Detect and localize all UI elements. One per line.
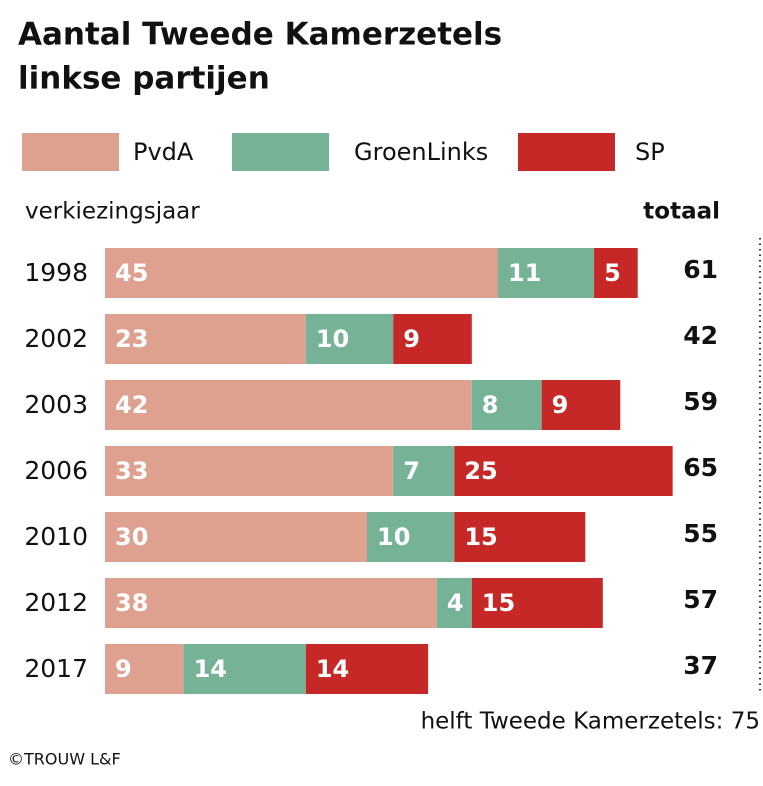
bar-segment xyxy=(436,578,472,628)
y-axis-title: verkiezingsjaar xyxy=(25,199,200,225)
value-label: 4 xyxy=(447,589,464,617)
value-label: 45 xyxy=(115,259,148,287)
bar-segment xyxy=(471,578,603,628)
value-label: 14 xyxy=(194,655,227,683)
value-label: 30 xyxy=(115,523,148,551)
total-label: 65 xyxy=(683,453,718,482)
bar-segment xyxy=(594,248,638,298)
total-label: 55 xyxy=(683,519,718,548)
value-label: 15 xyxy=(464,523,497,551)
value-label: 33 xyxy=(115,457,148,485)
y-tick-label: 2012 xyxy=(24,588,88,617)
bar-segment xyxy=(393,314,472,364)
value-label: 15 xyxy=(482,589,515,617)
y-tick-label: 2002 xyxy=(24,324,88,353)
total-label: 42 xyxy=(683,321,718,350)
y-tick-label: 2017 xyxy=(24,654,88,683)
value-label: 9 xyxy=(115,655,132,683)
value-label: 7 xyxy=(403,457,420,485)
legend-swatch xyxy=(518,133,615,171)
source: ©TROUW L&F xyxy=(8,750,121,769)
bar-segment xyxy=(471,380,542,430)
bar-segment xyxy=(305,644,429,694)
bar-segment xyxy=(367,512,455,562)
bar-segment xyxy=(454,446,673,496)
legend-label: PvdA xyxy=(133,138,194,166)
value-label: 8 xyxy=(482,391,499,419)
y-tick-label: 2003 xyxy=(24,390,88,419)
bar-segment xyxy=(498,248,595,298)
bar-segment xyxy=(105,512,367,562)
bar-segment xyxy=(393,446,455,496)
value-label: 25 xyxy=(464,457,497,485)
bar-segment xyxy=(454,512,586,562)
bar-segment xyxy=(541,380,621,430)
legend-label: GroenLinks xyxy=(354,138,488,166)
legend-swatch xyxy=(22,133,119,171)
value-label: 9 xyxy=(552,391,569,419)
bar-segment xyxy=(305,314,394,364)
bar-segment xyxy=(105,380,472,430)
legend-swatch xyxy=(232,133,329,171)
bar-segment xyxy=(105,578,437,628)
totals-title: totaal xyxy=(643,199,720,225)
value-label: 9 xyxy=(403,325,420,353)
y-tick-label: 2006 xyxy=(24,456,88,485)
reference-label: helft Tweede Kamerzetels: 75 xyxy=(421,709,760,735)
value-label: 14 xyxy=(316,655,349,683)
chart-title: Aantal Tweede Kamerzetels xyxy=(18,17,502,53)
bar-segment xyxy=(105,644,184,694)
chart-title: linkse partijen xyxy=(18,61,270,97)
bar-segment xyxy=(105,248,498,298)
value-label: 11 xyxy=(508,259,541,287)
value-label: 5 xyxy=(604,259,621,287)
total-label: 37 xyxy=(683,651,718,680)
value-label: 42 xyxy=(115,391,148,419)
total-label: 59 xyxy=(683,387,718,416)
legend-label: SP xyxy=(635,138,665,166)
bar-segment xyxy=(105,446,394,496)
total-label: 61 xyxy=(683,255,718,284)
y-tick-label: 1998 xyxy=(24,258,88,287)
total-label: 57 xyxy=(683,585,718,614)
bar-segment xyxy=(105,314,306,364)
value-label: 10 xyxy=(316,325,349,353)
bar-segment xyxy=(183,644,306,694)
value-label: 23 xyxy=(115,325,148,353)
y-tick-label: 2010 xyxy=(24,522,88,551)
value-label: 10 xyxy=(377,523,410,551)
value-label: 38 xyxy=(115,589,148,617)
